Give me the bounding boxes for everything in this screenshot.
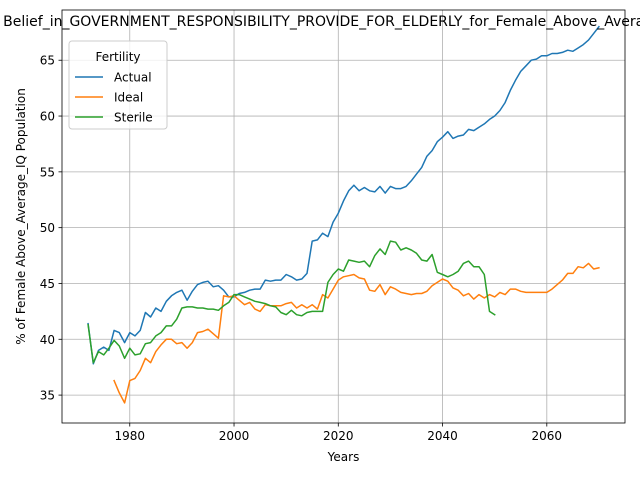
legend-title: Fertility [95,50,140,64]
gridlines [62,10,625,423]
chart-title: Belief_in_GOVERNMENT_RESPONSIBILITY_PROV… [3,14,640,30]
y-tick-label: 65 [40,54,55,68]
y-tick-label: 55 [40,165,55,179]
y-tick-label: 45 [40,277,55,291]
x-axis-label: Years [327,450,360,464]
series-line-sterile [87,240,496,364]
x-tick-label: 2020 [323,429,354,443]
x-tick-label: 2040 [427,429,458,443]
legend-label-ideal: Ideal [114,91,143,105]
axis-ticks: 1980 2000 2020 2040 2060 35 40 45 50 55 60 65 [40,54,562,443]
y-tick-label: 35 [40,389,55,403]
legend-box [68,40,168,130]
y-tick-label: 40 [40,333,55,347]
plot-frame [61,9,626,424]
y-axis-label: % of Female Above_Average_IQ Population [14,88,28,345]
x-tick-label: 2000 [219,429,250,443]
series-lines [87,25,600,404]
x-tick-label: 1980 [114,429,145,443]
legend-label-actual: Actual [114,71,152,85]
series-line-ideal [113,262,600,404]
legend: Fertility Actual Ideal Sterile [68,40,168,130]
series-line-actual [87,25,600,365]
y-tick-label: 50 [40,221,55,235]
legend-label-sterile: Sterile [114,111,153,125]
x-tick-label: 2060 [532,429,563,443]
y-tick-label: 60 [40,110,55,124]
